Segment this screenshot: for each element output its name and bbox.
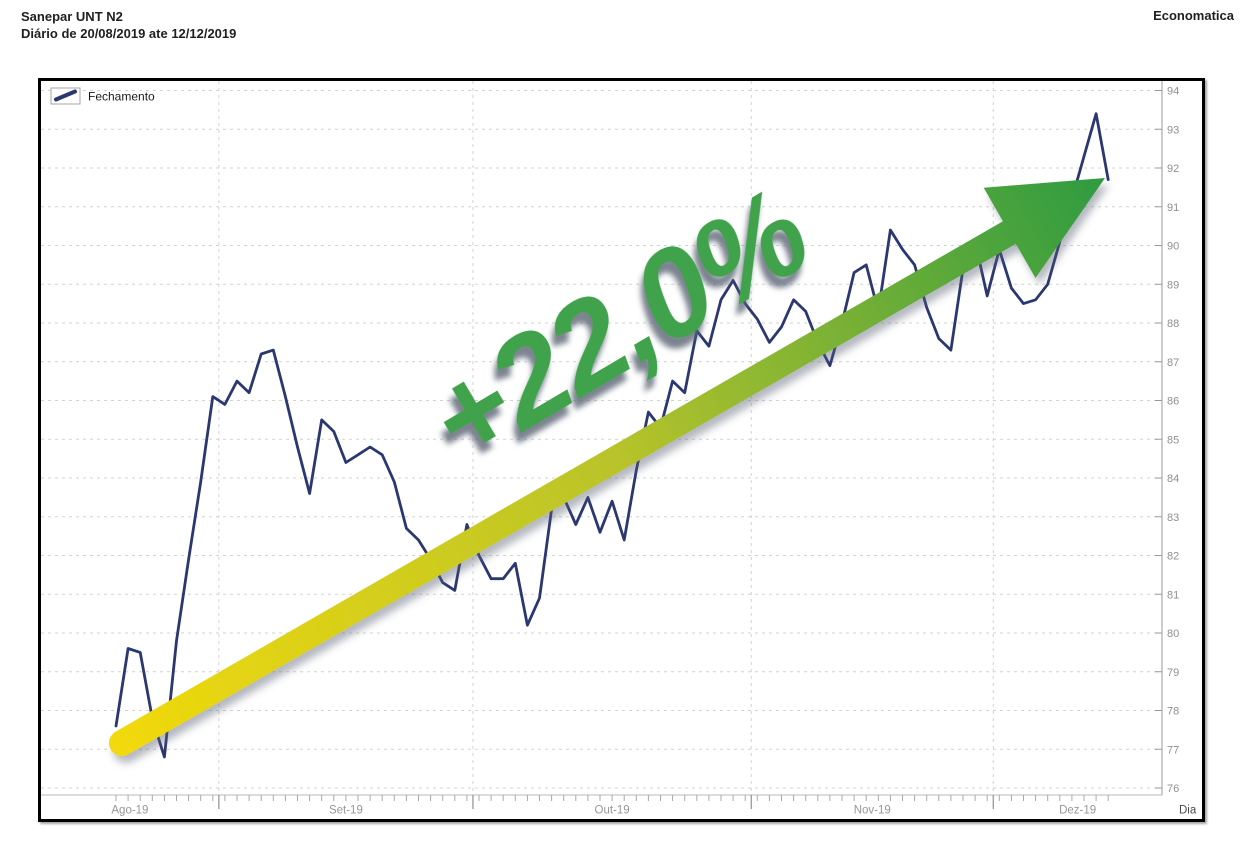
svg-text:94: 94 [1167,86,1179,98]
svg-text:86: 86 [1167,396,1179,408]
trend-arrow [109,178,1105,756]
chart-title-block: Sanepar UNT N2 Diário de 20/08/2019 ate … [21,8,236,42]
axes: 76 77 78 79 80 81 82 83 84 85 86 87 88 89 90 91 92 93 94 Ag… [41,81,1197,817]
trend-arrow-head [983,178,1105,278]
svg-text:85: 85 [1167,434,1179,446]
page-subtitle: Diário de 20/08/2019 ate 12/12/2019 [21,26,237,41]
svg-text:76: 76 [1167,783,1179,795]
annotation-text: +22,0% [405,163,830,491]
svg-text:83: 83 [1167,512,1179,524]
svg-text:79: 79 [1167,667,1179,679]
svg-text:93: 93 [1167,124,1179,136]
legend: Fechamento [50,87,155,105]
svg-text:Nov-19: Nov-19 [854,805,891,817]
svg-text:90: 90 [1167,241,1179,253]
svg-text:84: 84 [1167,473,1179,485]
svg-text:92: 92 [1167,163,1179,175]
legend-line-icon [54,89,77,102]
legend-label: Fechamento [88,90,155,104]
svg-text:87: 87 [1167,357,1179,369]
svg-text:Dez-19: Dez-19 [1059,805,1096,817]
svg-text:91: 91 [1167,202,1179,214]
gridlines [41,81,1162,795]
svg-text:81: 81 [1167,589,1179,601]
svg-text:Ago-19: Ago-19 [111,805,148,817]
svg-text:89: 89 [1167,279,1179,291]
trend-arrow-shaft [109,210,1039,756]
x-axis-unit-label: Dia [1179,805,1197,817]
svg-text:88: 88 [1167,318,1179,330]
chart-svg: 76 77 78 79 80 81 82 83 84 85 86 87 88 89 90 91 92 93 94 Ag… [41,81,1197,817]
svg-text:82: 82 [1167,551,1179,563]
brand-label: Economatica [1153,8,1234,23]
svg-text:78: 78 [1167,706,1179,718]
price-line [114,112,1110,759]
page-title: Sanepar UNT N2 [21,9,123,24]
svg-text:Set-19: Set-19 [329,805,363,817]
svg-text:77: 77 [1167,744,1179,756]
price-line-series [114,112,1110,759]
svg-text:Out-19: Out-19 [595,805,630,817]
svg-text:80: 80 [1167,628,1179,640]
chart-panel: 76 77 78 79 80 81 82 83 84 85 86 87 88 89 90 91 92 93 94 Ag… [38,78,1205,822]
